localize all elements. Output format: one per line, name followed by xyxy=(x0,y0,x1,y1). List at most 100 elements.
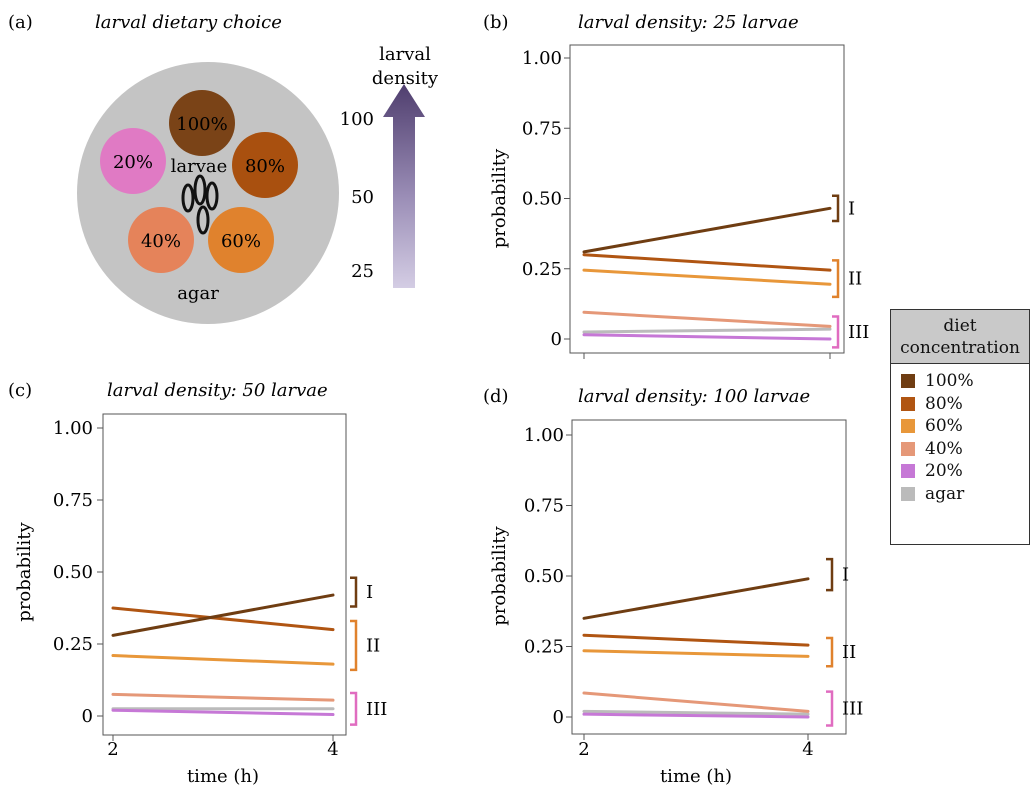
y-tick-label: 1.00 xyxy=(524,425,564,446)
density-arrow xyxy=(383,84,425,288)
y-tick-label: 0.75 xyxy=(53,490,93,511)
series-line-40pct xyxy=(582,310,832,328)
series-line-80pct xyxy=(111,606,335,632)
y-tick-label: 0 xyxy=(553,707,564,728)
legend-title: diet concentration xyxy=(891,310,1029,364)
legend-item: agar xyxy=(891,483,1029,506)
diet-well-0 xyxy=(169,90,235,156)
x-axis-label: time (h) xyxy=(187,766,259,787)
panel-a: (a) larval dietary choice 100% 80% 60% 40% 2… xyxy=(8,12,439,324)
series-line-100pct xyxy=(582,577,810,620)
legend-label: 20% xyxy=(925,461,963,482)
legend-item: 80% xyxy=(891,393,1029,416)
x-tick-label: 2 xyxy=(107,739,118,760)
x-tick-label: 4 xyxy=(327,739,338,760)
density-tick-100: 100 xyxy=(340,109,374,130)
y-tick-label: 0.25 xyxy=(522,259,562,280)
legend-swatch xyxy=(901,419,915,434)
legend-items: 100% 80% 60% 40% 20% agar xyxy=(891,364,1029,505)
group-bracket xyxy=(832,315,840,349)
group-label: II xyxy=(848,269,862,290)
series-line-60pct xyxy=(111,654,335,666)
group-label: III xyxy=(366,699,387,720)
diet-well-label-0: 100% xyxy=(176,114,227,135)
density-tick-25: 25 xyxy=(351,261,374,282)
series-line-100pct xyxy=(582,206,832,254)
chart-title: larval density: 25 larvae xyxy=(578,12,799,33)
legend-item: 20% xyxy=(891,460,1029,483)
diet-well-1 xyxy=(232,132,298,198)
group-label: I xyxy=(366,582,373,603)
series-line-20pct xyxy=(111,708,335,717)
legend-label: agar xyxy=(925,483,965,504)
group-label: III xyxy=(842,699,863,720)
chart-title: larval density: 50 larvae xyxy=(107,380,328,401)
series-line-60pct xyxy=(582,649,810,658)
panel-label: (b) xyxy=(483,12,509,33)
series-line-agar xyxy=(582,327,832,334)
group-bracket xyxy=(832,194,840,223)
series-line-80pct xyxy=(582,253,832,272)
legend-label: 40% xyxy=(925,438,963,459)
legend: diet concentration 100% 80% 60% 40% 20% agar xyxy=(890,309,1030,545)
diet-well-label-2: 60% xyxy=(221,231,261,252)
plot-area xyxy=(569,44,845,354)
diet-well-4 xyxy=(100,128,166,194)
panel-a-label: (a) xyxy=(8,12,33,33)
legend-title-line2: concentration xyxy=(900,338,1020,358)
group-label: I xyxy=(848,198,855,219)
plot-area xyxy=(571,419,847,735)
diet-well-label-3: 40% xyxy=(141,231,181,252)
diet-well-2 xyxy=(208,207,274,273)
group-bracket xyxy=(350,619,358,672)
panel-label: (d) xyxy=(483,386,509,407)
series-line-20pct xyxy=(582,712,810,719)
series-line-60pct xyxy=(582,268,832,286)
y-tick-label: 0 xyxy=(82,706,93,727)
series-line-40pct xyxy=(582,691,810,713)
agar-label: agar xyxy=(177,283,219,304)
y-tick-label: 0 xyxy=(551,329,562,350)
group-label: I xyxy=(842,565,849,586)
series-line-40pct xyxy=(111,692,335,702)
legend-label: 80% xyxy=(925,393,963,414)
legend-item: 100% xyxy=(891,370,1029,393)
y-tick-label: 0.25 xyxy=(53,634,93,655)
group-bracket xyxy=(826,557,834,592)
legend-label: 100% xyxy=(925,371,974,392)
series-line-100pct xyxy=(111,593,335,637)
series-line-agar xyxy=(582,709,810,716)
y-tick-label: 1.00 xyxy=(522,48,562,69)
x-axis-label: time (h) xyxy=(660,766,732,787)
y-tick-label: 0.75 xyxy=(524,496,564,517)
group-bracket xyxy=(832,259,840,299)
group-bracket xyxy=(350,691,358,726)
chart-panel-2: (d) larval density: 100 larvae 1.00 0.75 0.5… xyxy=(483,386,863,787)
y-tick-label: 1.00 xyxy=(53,418,93,439)
density-tick-50: 50 xyxy=(351,187,374,208)
plot-area xyxy=(102,413,347,736)
larvae-icon xyxy=(181,174,219,235)
y-tick-label: 0.50 xyxy=(53,562,93,583)
panel-label: (c) xyxy=(8,380,32,401)
larvae-label: larvae xyxy=(171,156,228,177)
group-label: II xyxy=(842,642,856,663)
line-charts: (b) larval density: 25 larvae 1.00 0.75 0.50… xyxy=(8,12,869,787)
diet-well-label-4: 20% xyxy=(113,152,153,173)
series-line-80pct xyxy=(582,633,810,647)
group-bracket xyxy=(826,690,834,727)
legend-swatch xyxy=(901,396,915,411)
diet-well-3 xyxy=(128,207,194,273)
y-axis-label: probability xyxy=(489,525,510,625)
x-tick-label: 2 xyxy=(578,739,589,760)
legend-swatch xyxy=(901,374,915,389)
y-tick-label: 0.25 xyxy=(524,637,564,658)
y-axis-label: probability xyxy=(14,521,35,621)
legend-item: 40% xyxy=(891,438,1029,461)
chart-title: larval density: 100 larvae xyxy=(578,386,810,407)
diet-wells: 100% 80% 60% 40% 20% xyxy=(100,90,298,273)
group-bracket xyxy=(826,636,834,668)
legend-label: 60% xyxy=(925,416,963,437)
y-axis-label: probability xyxy=(489,148,510,248)
x-tick-label: 4 xyxy=(802,739,813,760)
